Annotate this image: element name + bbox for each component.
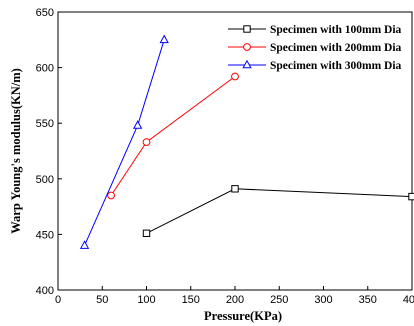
- legend-marker: [243, 25, 251, 33]
- y-tick-label: 600: [36, 63, 54, 75]
- legend-label: Specimen with 100mm Dia: [270, 24, 402, 36]
- data-point: [231, 72, 239, 81]
- series-layer: [79, 34, 414, 249]
- x-tick-label: 200: [226, 294, 244, 306]
- data-point: [133, 120, 143, 129]
- series-line: [110, 76, 236, 196]
- x-tick-label: 150: [182, 294, 200, 306]
- legend-marker: [243, 43, 251, 51]
- data-point: [142, 138, 151, 147]
- legend-marker: [242, 59, 252, 69]
- series-2: [107, 72, 239, 200]
- x-tick-label: 100: [137, 294, 155, 306]
- series-line: [146, 188, 413, 234]
- x-axis-label: Pressure(KPa): [204, 309, 282, 323]
- legend-item: Specimen with 200mm Dia: [228, 42, 402, 54]
- legend-label: Specimen with 200mm Dia: [270, 42, 402, 54]
- legend-item: Specimen with 300mm Dia: [228, 59, 402, 72]
- y-tick-label: 550: [36, 118, 54, 130]
- legend: Specimen with 100mm Dia Specimen with 200…: [228, 24, 402, 72]
- y-tick-label: 400: [36, 285, 54, 297]
- data-point: [408, 192, 414, 201]
- series-3: [79, 34, 169, 249]
- y-tick-label: 500: [36, 174, 54, 186]
- data-point: [79, 240, 90, 249]
- x-tick-label: 250: [270, 294, 288, 306]
- x-tick-label: 50: [96, 294, 108, 306]
- data-point: [231, 185, 239, 193]
- x-tick-label: 350: [359, 294, 377, 306]
- x-tick-label: 400: [403, 294, 414, 306]
- y-axis-label: Warp Young's modulus(KN/m): [9, 68, 23, 234]
- x-axis: 0 50 100 150 200 250 300 350 400: [55, 286, 414, 306]
- series-line: [84, 39, 165, 246]
- y-tick-label: 650: [36, 7, 54, 19]
- legend-label: Specimen with 300mm Dia: [270, 60, 402, 72]
- data-point: [142, 229, 151, 237]
- data-point: [107, 191, 115, 200]
- x-tick-label: 300: [314, 294, 332, 306]
- series-1: [142, 185, 414, 237]
- data-point: [159, 34, 169, 44]
- legend-item: Specimen with 100mm Dia: [228, 24, 402, 36]
- y-tick-label: 450: [36, 229, 54, 241]
- y-axis: 400 450 500 550 600 650: [36, 7, 62, 297]
- x-tick-label: 0: [55, 294, 61, 306]
